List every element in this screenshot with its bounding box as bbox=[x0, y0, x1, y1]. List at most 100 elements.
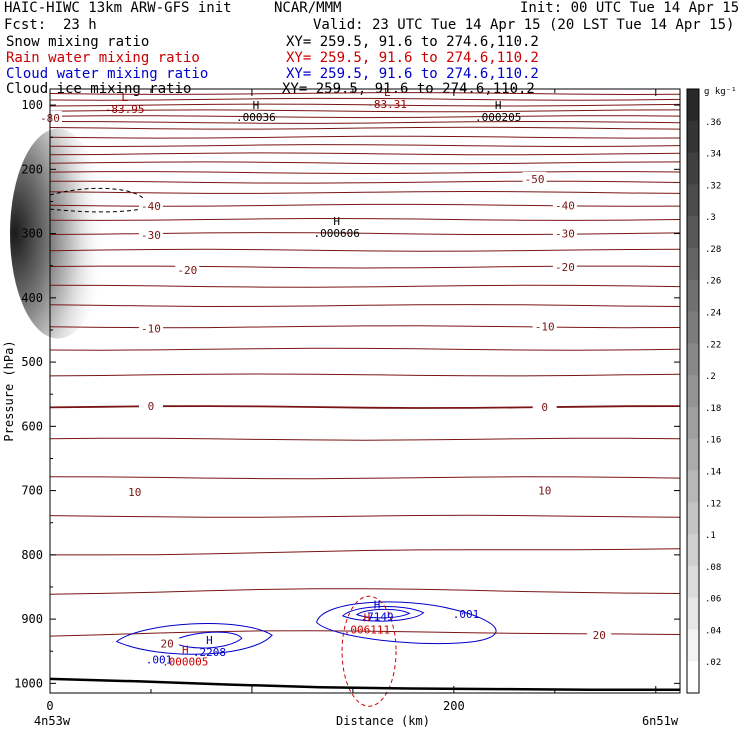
colorbar-tick-label: .16 bbox=[705, 436, 721, 446]
colorbar-swatch bbox=[687, 343, 699, 376]
colorbar-swatch bbox=[687, 438, 699, 471]
colorbar-swatch bbox=[687, 216, 699, 249]
x-tick-label: 200 bbox=[443, 699, 465, 713]
isotherm-label: -10 bbox=[535, 321, 555, 334]
isotherm-label: -40 bbox=[141, 200, 161, 213]
y-tick-label: 500 bbox=[21, 355, 43, 369]
colorbar-swatch bbox=[687, 597, 699, 630]
isotherm-line bbox=[49, 347, 681, 351]
isotherm-label-bg bbox=[138, 227, 163, 240]
isotherm-label: 20 bbox=[160, 638, 173, 651]
isotherm-line bbox=[49, 180, 681, 184]
isotherm-label-bg bbox=[138, 321, 163, 334]
colorbar-swatch bbox=[687, 120, 699, 154]
colorbar-swatch bbox=[687, 311, 699, 344]
isotherm-line bbox=[49, 135, 681, 139]
isotherm-label: -50 bbox=[525, 173, 545, 186]
extremum-marker: H bbox=[253, 99, 260, 112]
isotherm-line bbox=[49, 161, 681, 165]
extremum-marker: H bbox=[495, 99, 502, 112]
colorbar-tick-label: .18 bbox=[705, 404, 721, 414]
colorbar-tick-label: .06 bbox=[705, 595, 721, 605]
colorbar-tick-label: .2 bbox=[705, 372, 716, 382]
isotherm-label: -40 bbox=[555, 199, 575, 212]
isotherm-label-bg bbox=[552, 259, 577, 272]
x-axis-label: Distance (km) bbox=[336, 714, 430, 728]
colorbar-tick-label: .14 bbox=[705, 467, 721, 477]
isotherm-label: -30 bbox=[555, 228, 575, 241]
isotherm-label-bg bbox=[122, 484, 147, 497]
isotherm-line bbox=[49, 248, 681, 252]
extremum-marker: L bbox=[121, 91, 128, 104]
ground-line bbox=[49, 677, 680, 692]
isotherm-line bbox=[49, 476, 681, 480]
isotherm-line bbox=[49, 109, 681, 113]
isotherm-line bbox=[49, 304, 681, 308]
extremum-marker: H bbox=[333, 215, 340, 228]
isotherm-line bbox=[49, 152, 681, 156]
colorbar-swatch bbox=[687, 184, 699, 217]
init-time: Init: 00 UTC Tue 14 Apr 15 bbox=[520, 0, 740, 16]
colorbar-unit: g kg⁻¹ bbox=[704, 87, 737, 97]
y-tick-label: 200 bbox=[21, 162, 43, 176]
colorbar-tick-label: .32 bbox=[705, 181, 721, 191]
extremum-marker: H bbox=[182, 644, 189, 657]
isotherm-line bbox=[49, 126, 681, 130]
colorbar-tick-label: .36 bbox=[705, 118, 721, 128]
extremum-marker: L bbox=[384, 86, 391, 99]
rain-water-contour bbox=[341, 595, 397, 707]
colorbar-tick-label: .26 bbox=[705, 277, 721, 287]
colorbar-swatch bbox=[687, 375, 699, 408]
colorbar-frame bbox=[686, 88, 700, 694]
isotherm-line bbox=[49, 92, 681, 96]
isotherm-line bbox=[49, 630, 681, 637]
colorbar-tick-label: .02 bbox=[705, 658, 721, 668]
valid-time: Valid: 23 UTC Tue 14 Apr 15 (20 LST Tue … bbox=[313, 17, 735, 33]
y-tick-label: 600 bbox=[21, 419, 43, 433]
field-name-snow: Snow mixing ratio bbox=[6, 34, 150, 50]
colorbar-tick-label: .34 bbox=[705, 150, 721, 160]
isotherm-label: 0 bbox=[541, 401, 548, 414]
isotherm-line bbox=[49, 97, 681, 101]
isotherm-line bbox=[49, 373, 681, 377]
field-name-cloud-water: Cloud water mixing ratio bbox=[6, 66, 209, 82]
colorbar-swatch bbox=[687, 89, 699, 122]
x-tick-label: 0 bbox=[46, 699, 53, 713]
colorbar-tick-label: .28 bbox=[705, 245, 721, 255]
isotherm-label-bg bbox=[138, 198, 163, 211]
cloud-water-label: .001 bbox=[146, 654, 173, 667]
isotherm-label-bg bbox=[587, 628, 612, 641]
isotherm-line bbox=[49, 103, 681, 107]
isotherm-label: 20 bbox=[593, 629, 606, 642]
extremum-marker: H bbox=[206, 634, 213, 647]
cloud-water-contour bbox=[115, 623, 273, 655]
isotherm-label-bg bbox=[552, 226, 577, 239]
colorbar-swatch bbox=[687, 152, 699, 185]
isotherm-label-bg bbox=[532, 483, 557, 496]
isotherm-label: -10 bbox=[141, 323, 161, 336]
field-name-rain: Rain water mixing ratio bbox=[6, 50, 200, 66]
extremum-value: .000606 bbox=[314, 227, 360, 240]
colorbar-tick-label: .3 bbox=[705, 213, 716, 223]
colorbar-tick-label: .12 bbox=[705, 499, 721, 509]
y-tick-label: 1000 bbox=[14, 676, 43, 690]
isotherm-label-bg bbox=[532, 319, 557, 332]
colorbar-tick-label: .24 bbox=[705, 309, 721, 319]
x-end-label-left: 4n53w bbox=[34, 714, 71, 728]
colorbar-swatch bbox=[687, 661, 699, 694]
extremum-value: .000205 bbox=[475, 111, 521, 124]
extremum-value: -83.95 bbox=[105, 103, 145, 116]
cloud-water-label: .001 bbox=[453, 608, 480, 621]
extremum-value: .7149 bbox=[361, 611, 394, 624]
colorbar-swatch bbox=[687, 565, 699, 599]
fcst-value: 23 h bbox=[63, 17, 97, 33]
y-tick-label: 300 bbox=[21, 227, 43, 241]
isotherm-label-bg bbox=[532, 400, 557, 413]
extremum-value: .000005 bbox=[162, 656, 208, 669]
isotherm-label-bg bbox=[175, 263, 200, 276]
extremum-marker: H bbox=[364, 612, 371, 625]
org-label: NCAR/MMM bbox=[274, 0, 342, 16]
field-xy-rain: XY= 259.5, 91.6 to 274.6,110.2 bbox=[286, 50, 539, 66]
